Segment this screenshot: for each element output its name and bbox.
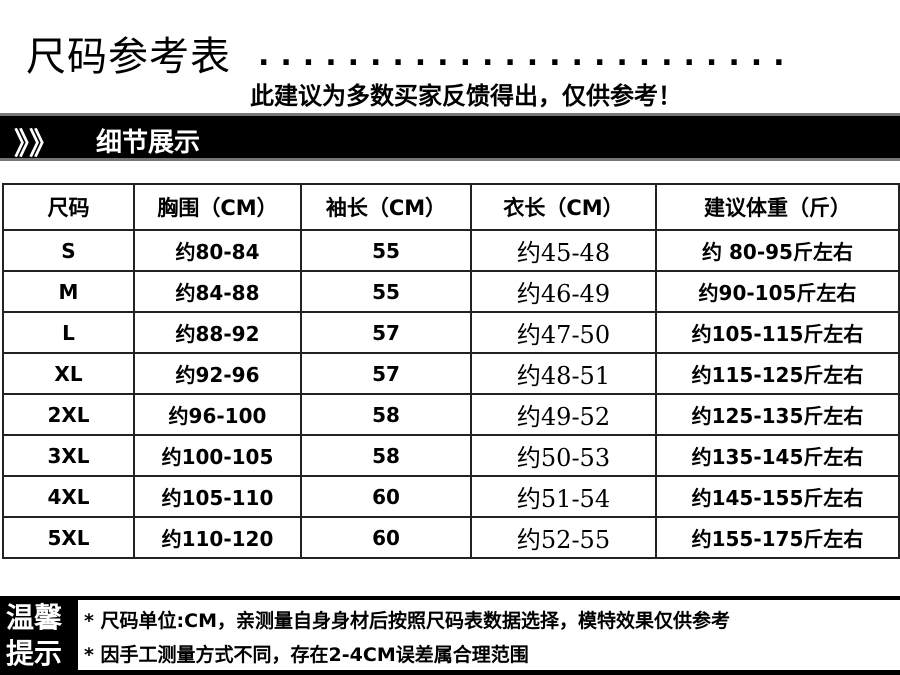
cell-size: 4XL	[2, 475, 135, 518]
cell-length: 约47-50	[470, 311, 657, 354]
table-row: 3XL 约100-105 58 约50-53 约135-145斤左右	[2, 434, 900, 477]
tip-item: * 因手工测量方式不同，存在2-4CM误差属合理范围	[84, 644, 529, 666]
cell-sleeve: 58	[300, 393, 472, 436]
tips-label: 温馨 提示	[6, 600, 74, 672]
cell-size: 3XL	[2, 434, 135, 477]
cell-sleeve: 58	[300, 434, 472, 477]
section-title: 细节展示	[96, 128, 201, 158]
table-row: M 约84-88 55 约46-49 约90-105斤左右	[2, 270, 900, 313]
cell-sleeve: 55	[300, 270, 472, 313]
cell-length: 约51-54	[470, 475, 657, 518]
header-sleeve: 袖长（CM）	[300, 183, 472, 231]
cell-chest: 约88-92	[133, 311, 302, 354]
cell-length: 约46-49	[470, 270, 657, 313]
cell-length: 约48-51	[470, 352, 657, 395]
section-bar: 》》 细节展示	[0, 113, 900, 162]
cell-sleeve: 60	[300, 475, 472, 518]
cell-chest: 约84-88	[133, 270, 302, 313]
table-row: S 约80-84 55 约45-48 约 80-95斤左右	[2, 229, 900, 272]
tips-label-line2: 提示	[6, 637, 63, 670]
double-chevron-right-icon: 》》	[14, 127, 59, 162]
cell-length: 约52-55	[470, 516, 657, 559]
table-row: 2XL 约96-100 58 约49-52 约125-135斤左右	[2, 393, 900, 436]
page-title: 尺码参考表	[26, 34, 231, 80]
table-row: XL 约92-96 57 约48-51 约115-125斤左右	[2, 352, 900, 395]
cell-chest: 约100-105	[133, 434, 302, 477]
table-row: 5XL 约110-120 60 约52-55 约155-175斤左右	[2, 516, 900, 559]
cell-weight: 约105-115斤左右	[655, 311, 900, 354]
cell-length: 约45-48	[470, 229, 657, 272]
cell-size: S	[2, 229, 135, 272]
cell-sleeve: 55	[300, 229, 472, 272]
title-dots: ........................	[258, 38, 796, 73]
tips-label-line1: 温馨	[6, 601, 63, 634]
cell-weight: 约125-135斤左右	[655, 393, 900, 436]
cell-chest: 约96-100	[133, 393, 302, 436]
header-weight: 建议体重（斤）	[655, 183, 900, 231]
cell-weight: 约 80-95斤左右	[655, 229, 900, 272]
cell-chest: 约80-84	[133, 229, 302, 272]
tips-panel: 温馨 提示 * 尺码单位:CM，亲测量自身身材后按照尺码表数据选择，模特效果仅供…	[0, 596, 900, 675]
cell-sleeve: 57	[300, 311, 472, 354]
cell-sleeve: 57	[300, 352, 472, 395]
cell-size: 2XL	[2, 393, 135, 436]
header-length: 衣长（CM）	[470, 183, 657, 231]
cell-size: XL	[2, 352, 135, 395]
cell-chest: 约92-96	[133, 352, 302, 395]
header-chest: 胸围（CM）	[133, 183, 302, 231]
cell-chest: 约110-120	[133, 516, 302, 559]
cell-weight: 约145-155斤左右	[655, 475, 900, 518]
tips-box: * 尺码单位:CM，亲测量自身身材后按照尺码表数据选择，模特效果仅供参考 * 因…	[78, 600, 900, 670]
table-row: 4XL 约105-110 60 约51-54 约145-155斤左右	[2, 475, 900, 518]
table-row: L 约88-92 57 约47-50 约105-115斤左右	[2, 311, 900, 354]
cell-size: M	[2, 270, 135, 313]
cell-weight: 约135-145斤左右	[655, 434, 900, 477]
header-size: 尺码	[2, 183, 135, 231]
cell-sleeve: 60	[300, 516, 472, 559]
cell-weight: 约115-125斤左右	[655, 352, 900, 395]
cell-weight: 约90-105斤左右	[655, 270, 900, 313]
subtitle: 此建议为多数买家反馈得出，仅供参考！	[250, 82, 682, 110]
cell-weight: 约155-175斤左右	[655, 516, 900, 559]
cell-size: 5XL	[2, 516, 135, 559]
cell-length: 约50-53	[470, 434, 657, 477]
size-table: 尺码 胸围（CM） 袖长（CM） 衣长（CM） 建议体重（斤） S 约80-84 5…	[2, 183, 900, 559]
cell-length: 约49-52	[470, 393, 657, 436]
table-header-row: 尺码 胸围（CM） 袖长（CM） 衣长（CM） 建议体重（斤）	[2, 183, 900, 231]
cell-size: L	[2, 311, 135, 354]
cell-chest: 约105-110	[133, 475, 302, 518]
tip-item: * 尺码单位:CM，亲测量自身身材后按照尺码表数据选择，模特效果仅供参考	[84, 610, 731, 632]
